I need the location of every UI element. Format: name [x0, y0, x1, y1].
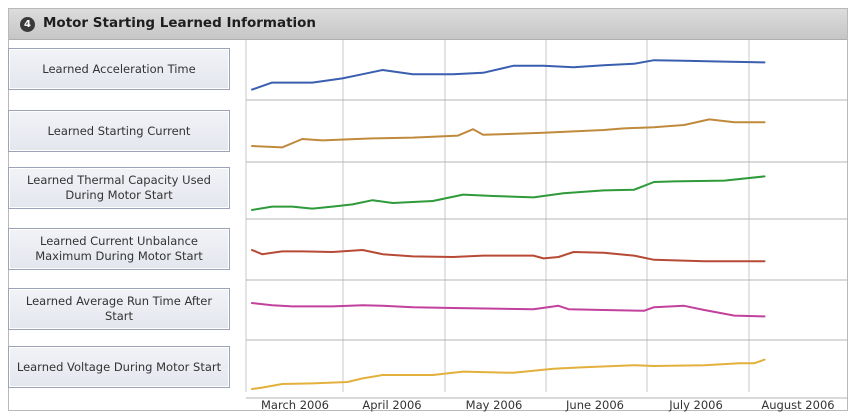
- series-label-6: Learned Voltage During Motor Start: [8, 346, 230, 388]
- series-line-1: [251, 59, 766, 91]
- series-label-1: Learned Acceleration Time: [8, 48, 230, 90]
- panel-header: 4 Motor Starting Learned Information: [9, 9, 847, 40]
- series-label-3: Learned Thermal Capacity Used During Mot…: [8, 167, 230, 209]
- series-line-6: [251, 358, 766, 390]
- panel-number-badge: 4: [20, 17, 35, 32]
- x-tick-label-3: May 2006: [466, 398, 523, 412]
- series-line-5: [251, 302, 766, 318]
- x-tick-label-1: March 2006: [261, 398, 329, 412]
- x-tick-label-5: July 2006: [668, 398, 723, 412]
- series-line-2: [251, 118, 766, 149]
- panel-title: Motor Starting Learned Information: [43, 15, 317, 31]
- plot-area: [246, 40, 848, 392]
- series-label-4: Learned Current Unbalance Maximum During…: [8, 228, 230, 270]
- series-line-4: [251, 249, 766, 263]
- x-tick-label-4: June 2006: [565, 398, 624, 412]
- series-label-5: Learned Average Run Time After Start: [8, 288, 230, 330]
- x-tick-label-2: April 2006: [362, 398, 421, 412]
- series-line-3: [251, 175, 766, 211]
- series-label-2: Learned Starting Current: [8, 110, 230, 152]
- x-tick-label-6: August 2006: [761, 398, 834, 412]
